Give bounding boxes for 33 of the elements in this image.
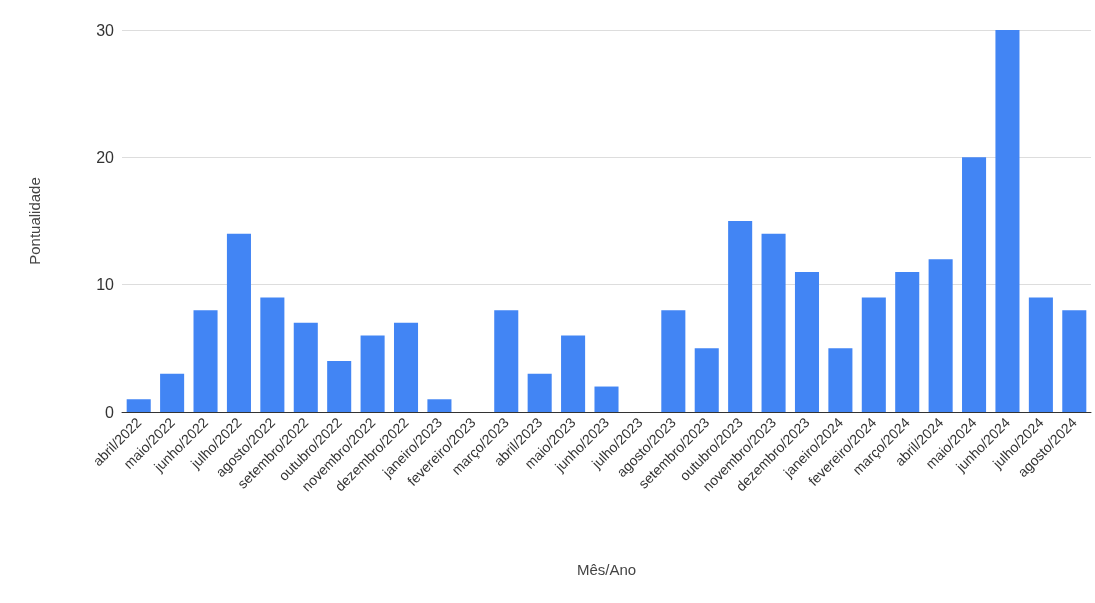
bar: [661, 310, 686, 412]
bar: [962, 157, 987, 412]
bar: [393, 322, 419, 412]
bar: [260, 297, 285, 412]
bar: [694, 348, 719, 412]
bar: [561, 335, 586, 412]
bar: [895, 271, 920, 412]
bar: [494, 310, 519, 412]
bar: [327, 361, 352, 412]
bar: [928, 259, 953, 412]
bar: [527, 373, 552, 412]
bar: [828, 348, 853, 412]
bar: [594, 386, 619, 412]
y-tick-label: 20: [96, 148, 115, 166]
bar: [293, 322, 318, 412]
bar: [427, 399, 452, 412]
bar: [226, 233, 251, 412]
bar: [160, 373, 185, 412]
bar: [794, 271, 820, 412]
bar: [360, 335, 385, 412]
y-tick-label: 10: [96, 276, 115, 294]
y-axis-title: Pontualidade: [26, 177, 43, 265]
bar: [861, 297, 886, 412]
bar: [126, 399, 151, 412]
y-tick-label: 0: [105, 403, 115, 421]
bar: [1062, 310, 1087, 412]
y-tick-label: 30: [96, 21, 115, 39]
bar: [995, 30, 1020, 412]
bar: [1028, 297, 1053, 412]
bar: [728, 221, 753, 412]
bar: [193, 310, 218, 412]
x-axis-title: Mês/Ano: [576, 561, 637, 578]
bar: [761, 233, 786, 412]
